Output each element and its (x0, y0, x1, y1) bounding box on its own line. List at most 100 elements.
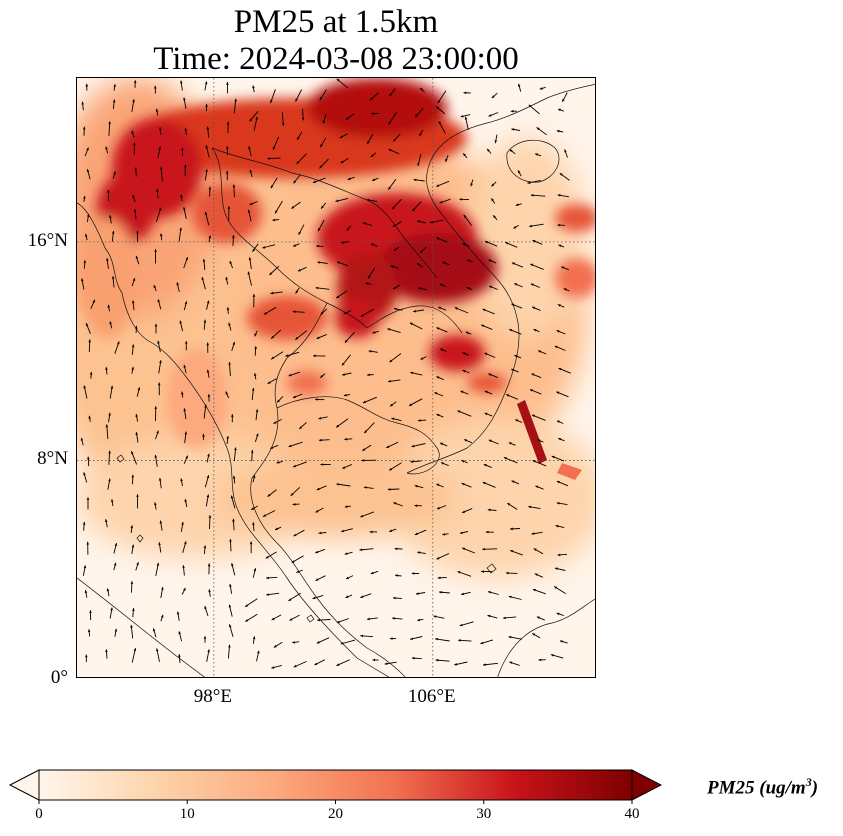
wind-arrow (131, 344, 135, 355)
wind-arrow (316, 244, 324, 248)
wind-arrow (318, 531, 327, 535)
wind-arrow (318, 438, 330, 442)
wind-arrow (159, 233, 163, 241)
wind-arrow (556, 420, 564, 424)
wind-arrow (461, 508, 473, 514)
wind-arrow (550, 654, 564, 659)
wind-arrow (135, 325, 138, 333)
wind-arrow (250, 505, 258, 511)
wind-arrow (389, 637, 397, 640)
wind-arrow (344, 437, 353, 441)
wind-arrow (205, 103, 208, 112)
wind-arrow (255, 409, 259, 421)
wind-arrow (340, 241, 350, 244)
wind-arrow (85, 654, 88, 663)
wind-arrow (487, 591, 499, 595)
wind-arrow (360, 308, 374, 317)
wind-arrow (135, 413, 139, 422)
wind-arrow (370, 152, 377, 158)
coastline-segment (306, 614, 315, 623)
wind-arrow (389, 353, 402, 363)
wind-arrow (254, 346, 257, 356)
wind-arrow (89, 371, 93, 379)
wind-arrow (281, 112, 285, 126)
wind-arrow (262, 244, 276, 249)
wind-arrow (372, 658, 379, 662)
wind-arrow (429, 219, 444, 224)
wind-arrow (490, 197, 496, 204)
wind-arrow (317, 261, 328, 264)
wind-arrow (87, 629, 91, 637)
wind-arrow (291, 201, 301, 209)
wind-arrow (561, 92, 568, 103)
map-panel (76, 77, 596, 678)
wind-arrow (488, 259, 497, 264)
wind-arrow (532, 239, 543, 245)
wind-arrow (340, 158, 349, 164)
wind-arrow (288, 592, 301, 602)
wind-arrow (249, 201, 258, 206)
wind-arrow (317, 219, 325, 232)
wind-arrow (203, 636, 207, 643)
wind-arrow (461, 460, 468, 464)
wind-arrow (204, 81, 208, 91)
wind-arrow (231, 562, 236, 576)
wind-arrow (295, 89, 303, 102)
wind-arrow (454, 661, 468, 666)
wind-arrow (155, 207, 162, 222)
wind-arrow (131, 366, 134, 374)
coastline-segment (77, 577, 205, 677)
wind-arrow (394, 547, 403, 551)
wind-arrow (420, 356, 427, 360)
wind-arrow (556, 391, 569, 398)
wind-arrow (184, 127, 188, 136)
wind-arrow (408, 398, 423, 407)
coastline-segment (116, 454, 125, 463)
wind-arrow (482, 662, 498, 666)
wind-arrow (253, 116, 258, 131)
wind-arrow (457, 571, 472, 577)
wind-arrow (417, 618, 424, 622)
wind-arrow (232, 234, 235, 246)
colorbar-tick-label: 20 (328, 806, 343, 822)
wind-arrow (419, 246, 427, 254)
wind-arrow (437, 576, 447, 580)
wind-arrow (511, 480, 520, 485)
wind-arrow (252, 475, 256, 483)
wind-arrow (131, 99, 135, 112)
wind-arrow (132, 194, 136, 203)
wind-arrow (159, 520, 163, 531)
wind-arrow (511, 262, 524, 268)
wind-arrow (482, 308, 495, 315)
wind-arrow (296, 131, 303, 141)
wind-arrow (108, 450, 111, 465)
wind-arrow (436, 376, 444, 381)
wind-arrow (83, 385, 88, 399)
wind-arrow (391, 417, 402, 422)
wind-arrow (436, 413, 444, 418)
wind-arrow (252, 568, 257, 578)
wind-arrow (226, 81, 229, 94)
lat-tick-label: 16°N (27, 229, 68, 251)
wind-arrow (392, 133, 401, 142)
wind-arrow (409, 322, 423, 330)
wind-arrow (532, 588, 546, 595)
wind-arrow (181, 391, 184, 398)
wind-arrow (368, 350, 378, 353)
coastline-segment (497, 598, 595, 677)
wind-arrow (158, 542, 162, 553)
wind-arrow (208, 186, 212, 197)
wind-arrow (314, 659, 325, 666)
wind-arrow (363, 422, 375, 434)
wind-arrow (556, 329, 566, 335)
wind-arrow (247, 271, 252, 286)
wind-arrow (387, 178, 397, 190)
wind-arrow (202, 258, 206, 270)
wind-arrow (363, 486, 374, 489)
wind-arrow (361, 459, 377, 462)
wind-arrow (484, 390, 493, 395)
wind-arrow (105, 367, 108, 375)
wind-arrow (82, 565, 87, 576)
wind-arrow (392, 221, 402, 228)
wind-arrow (226, 307, 230, 314)
